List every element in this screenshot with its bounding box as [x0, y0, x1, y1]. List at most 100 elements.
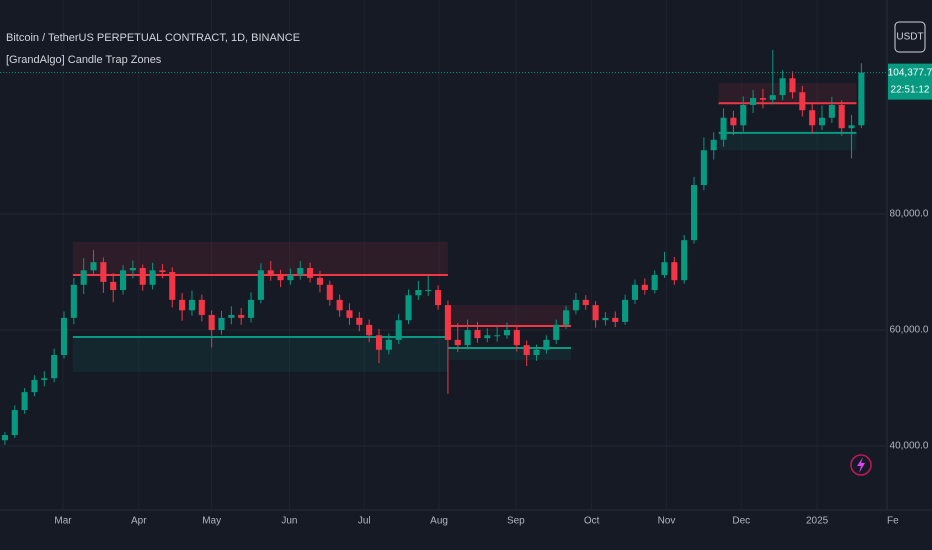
last-price-label: 104,377.7 [888, 67, 932, 78]
candle-body [582, 299, 589, 306]
candle-body [848, 125, 855, 129]
symbol-title: Bitcoin / TetherUS PERPETUAL CONTRACT, 1… [6, 32, 300, 44]
trap-low-zone [72, 337, 448, 372]
candle-body [110, 281, 117, 291]
candle-body [435, 290, 442, 306]
candle-body [513, 330, 520, 346]
candle-body [326, 284, 333, 300]
x-tick-label: Sep [507, 516, 525, 527]
candle-body [297, 267, 304, 275]
candle-body [671, 262, 678, 281]
candle-body [159, 270, 166, 273]
candle-body [622, 299, 629, 322]
zones [72, 82, 857, 372]
candle-body [247, 299, 255, 318]
x-tick-label: May [202, 516, 221, 527]
candle-body [51, 354, 58, 379]
candle-body [208, 314, 215, 331]
candle-body [1, 435, 8, 441]
grid [0, 0, 886, 510]
candle-body [710, 139, 717, 151]
candle-body [228, 314, 235, 318]
candle-body [139, 267, 146, 285]
candle-body [828, 104, 835, 118]
candle-body [267, 270, 274, 275]
candle-body [789, 78, 796, 93]
indicator-title: [GrandAlgo] Candle Trap Zones [6, 54, 162, 66]
candle-body [602, 317, 609, 321]
trap-low-zone [718, 132, 857, 151]
candle-body [563, 310, 570, 325]
candle-body [179, 299, 186, 311]
x-tick-label: 2025 [806, 516, 829, 527]
candle-body [759, 98, 766, 100]
candle-body [651, 274, 658, 291]
candle-body [188, 299, 196, 311]
candle-body [257, 270, 264, 300]
currency-label[interactable]: USDT [896, 32, 923, 43]
x-tick-label: Aug [430, 516, 448, 527]
y-tick-label: 60,000.0 [890, 325, 929, 336]
candle-body [444, 305, 451, 340]
candle-body [169, 272, 176, 300]
x-tick-label: Apr [131, 516, 147, 527]
axes: 40,000.0 60,000.0 80,000.0 Mar Apr May Jun Jul A… [0, 63, 932, 527]
trap-high-zone [718, 82, 857, 104]
candle-body [553, 324, 560, 340]
candle-body [277, 274, 284, 281]
candle-body [740, 104, 747, 126]
candle-body [799, 92, 806, 111]
candle-body [533, 349, 540, 355]
candle-body [11, 410, 18, 436]
candle-body [375, 335, 383, 350]
candle-body [149, 270, 156, 285]
candle-body [592, 305, 599, 321]
y-tick-label: 80,000.0 [890, 209, 929, 220]
candle-body [612, 317, 619, 322]
candle-body [661, 262, 668, 275]
candle-body [720, 117, 727, 140]
logo [850, 454, 872, 476]
countdown-label: 22:51:12 [891, 84, 930, 95]
candle-body [464, 330, 471, 346]
trap-high-zone [447, 305, 571, 326]
candle-body [415, 290, 422, 296]
candle-body [129, 267, 136, 271]
candle-body [70, 284, 77, 318]
candle-body [198, 299, 205, 315]
candle-body [858, 72, 865, 126]
x-tick-label: Mar [54, 516, 72, 527]
candle-body [809, 110, 816, 126]
candle-body [366, 324, 373, 336]
candle-body [779, 78, 786, 96]
candle-body [494, 335, 501, 337]
candle-body [90, 262, 97, 271]
candle-body [218, 317, 225, 331]
x-tick-label: Nov [658, 516, 676, 527]
candle-body [641, 284, 648, 291]
candle-body [631, 284, 639, 300]
candle-body [405, 295, 412, 321]
candle-body [100, 262, 107, 282]
x-tick-label: Fe [887, 516, 899, 527]
candle-body [385, 339, 392, 350]
candle-body [690, 185, 698, 241]
candle-body [31, 379, 38, 393]
candle-body [681, 240, 688, 281]
candle-body [730, 117, 737, 126]
candle-body [474, 330, 481, 339]
candle-body [425, 290, 432, 292]
candle-body [523, 345, 530, 355]
candle-body [572, 299, 579, 311]
candle-body [287, 274, 294, 281]
currency-button[interactable] [894, 21, 926, 53]
candle-body [60, 317, 68, 355]
x-tick-label: Jun [281, 516, 297, 527]
candle-body [838, 104, 845, 129]
last-price-badge [888, 63, 932, 100]
candle-body [346, 310, 353, 318]
candle-body [543, 339, 550, 350]
candle-body [80, 270, 87, 285]
candle-body [769, 95, 776, 100]
